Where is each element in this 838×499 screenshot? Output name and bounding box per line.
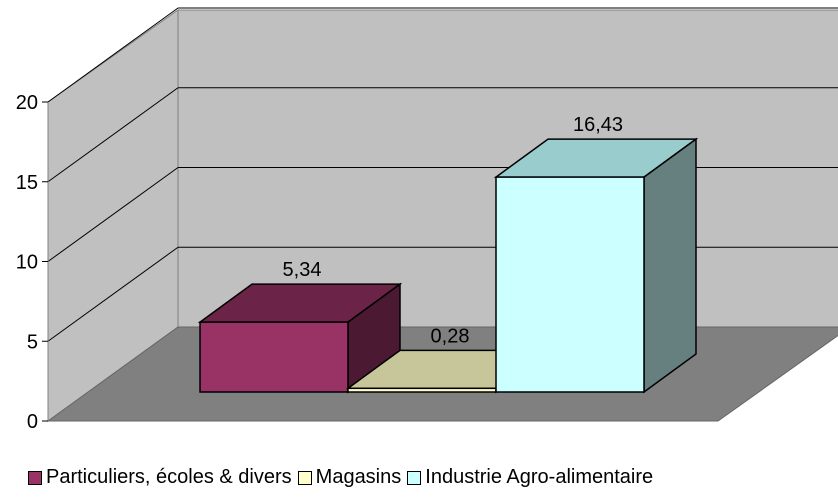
legend-swatch [407, 470, 422, 485]
bar-front [199, 321, 349, 393]
bar-front [495, 176, 645, 393]
data-label: 0,28 [431, 325, 470, 347]
legend: Particuliers, écoles & divers Magasins Ind… [28, 466, 659, 489]
legend-item: Industrie Agro-alimentaire [407, 466, 653, 489]
bars [197, 137, 699, 394]
data-label: 16,43 [573, 114, 623, 136]
chart: 0 5 10 15 20 5,34 0,28 16,43 [16, 7, 838, 433]
y-axis: 0 5 10 15 20 [16, 92, 49, 433]
y-tick-label: 10 [16, 252, 38, 274]
data-label: 5,34 [283, 259, 322, 281]
bar-front [347, 387, 497, 393]
bar-3 [493, 137, 699, 394]
gridline-side [47, 7, 179, 103]
bar-1 [197, 282, 403, 394]
gridline-side [47, 87, 179, 183]
gridline-side [47, 246, 179, 342]
y-tick-label: 0 [27, 411, 38, 433]
bar-side [643, 137, 697, 394]
legend-label: Particuliers, écoles & divers [46, 466, 292, 488]
gridlines [47, 7, 838, 342]
legend-label: Magasins [315, 466, 402, 488]
legend-swatch [297, 470, 312, 485]
legend-label: Industrie Agro-alimentaire [425, 466, 654, 488]
legend-item: Magasins [297, 466, 402, 489]
legend-item: Particuliers, écoles & divers [28, 466, 292, 489]
y-tick-label: 5 [27, 331, 38, 353]
gridline-side [47, 167, 179, 262]
data-labels: 5,34 0,28 16,43 [283, 114, 624, 347]
y-tick-label: 15 [16, 172, 38, 194]
legend-swatch [28, 470, 42, 485]
y-tick-label: 20 [16, 92, 38, 114]
